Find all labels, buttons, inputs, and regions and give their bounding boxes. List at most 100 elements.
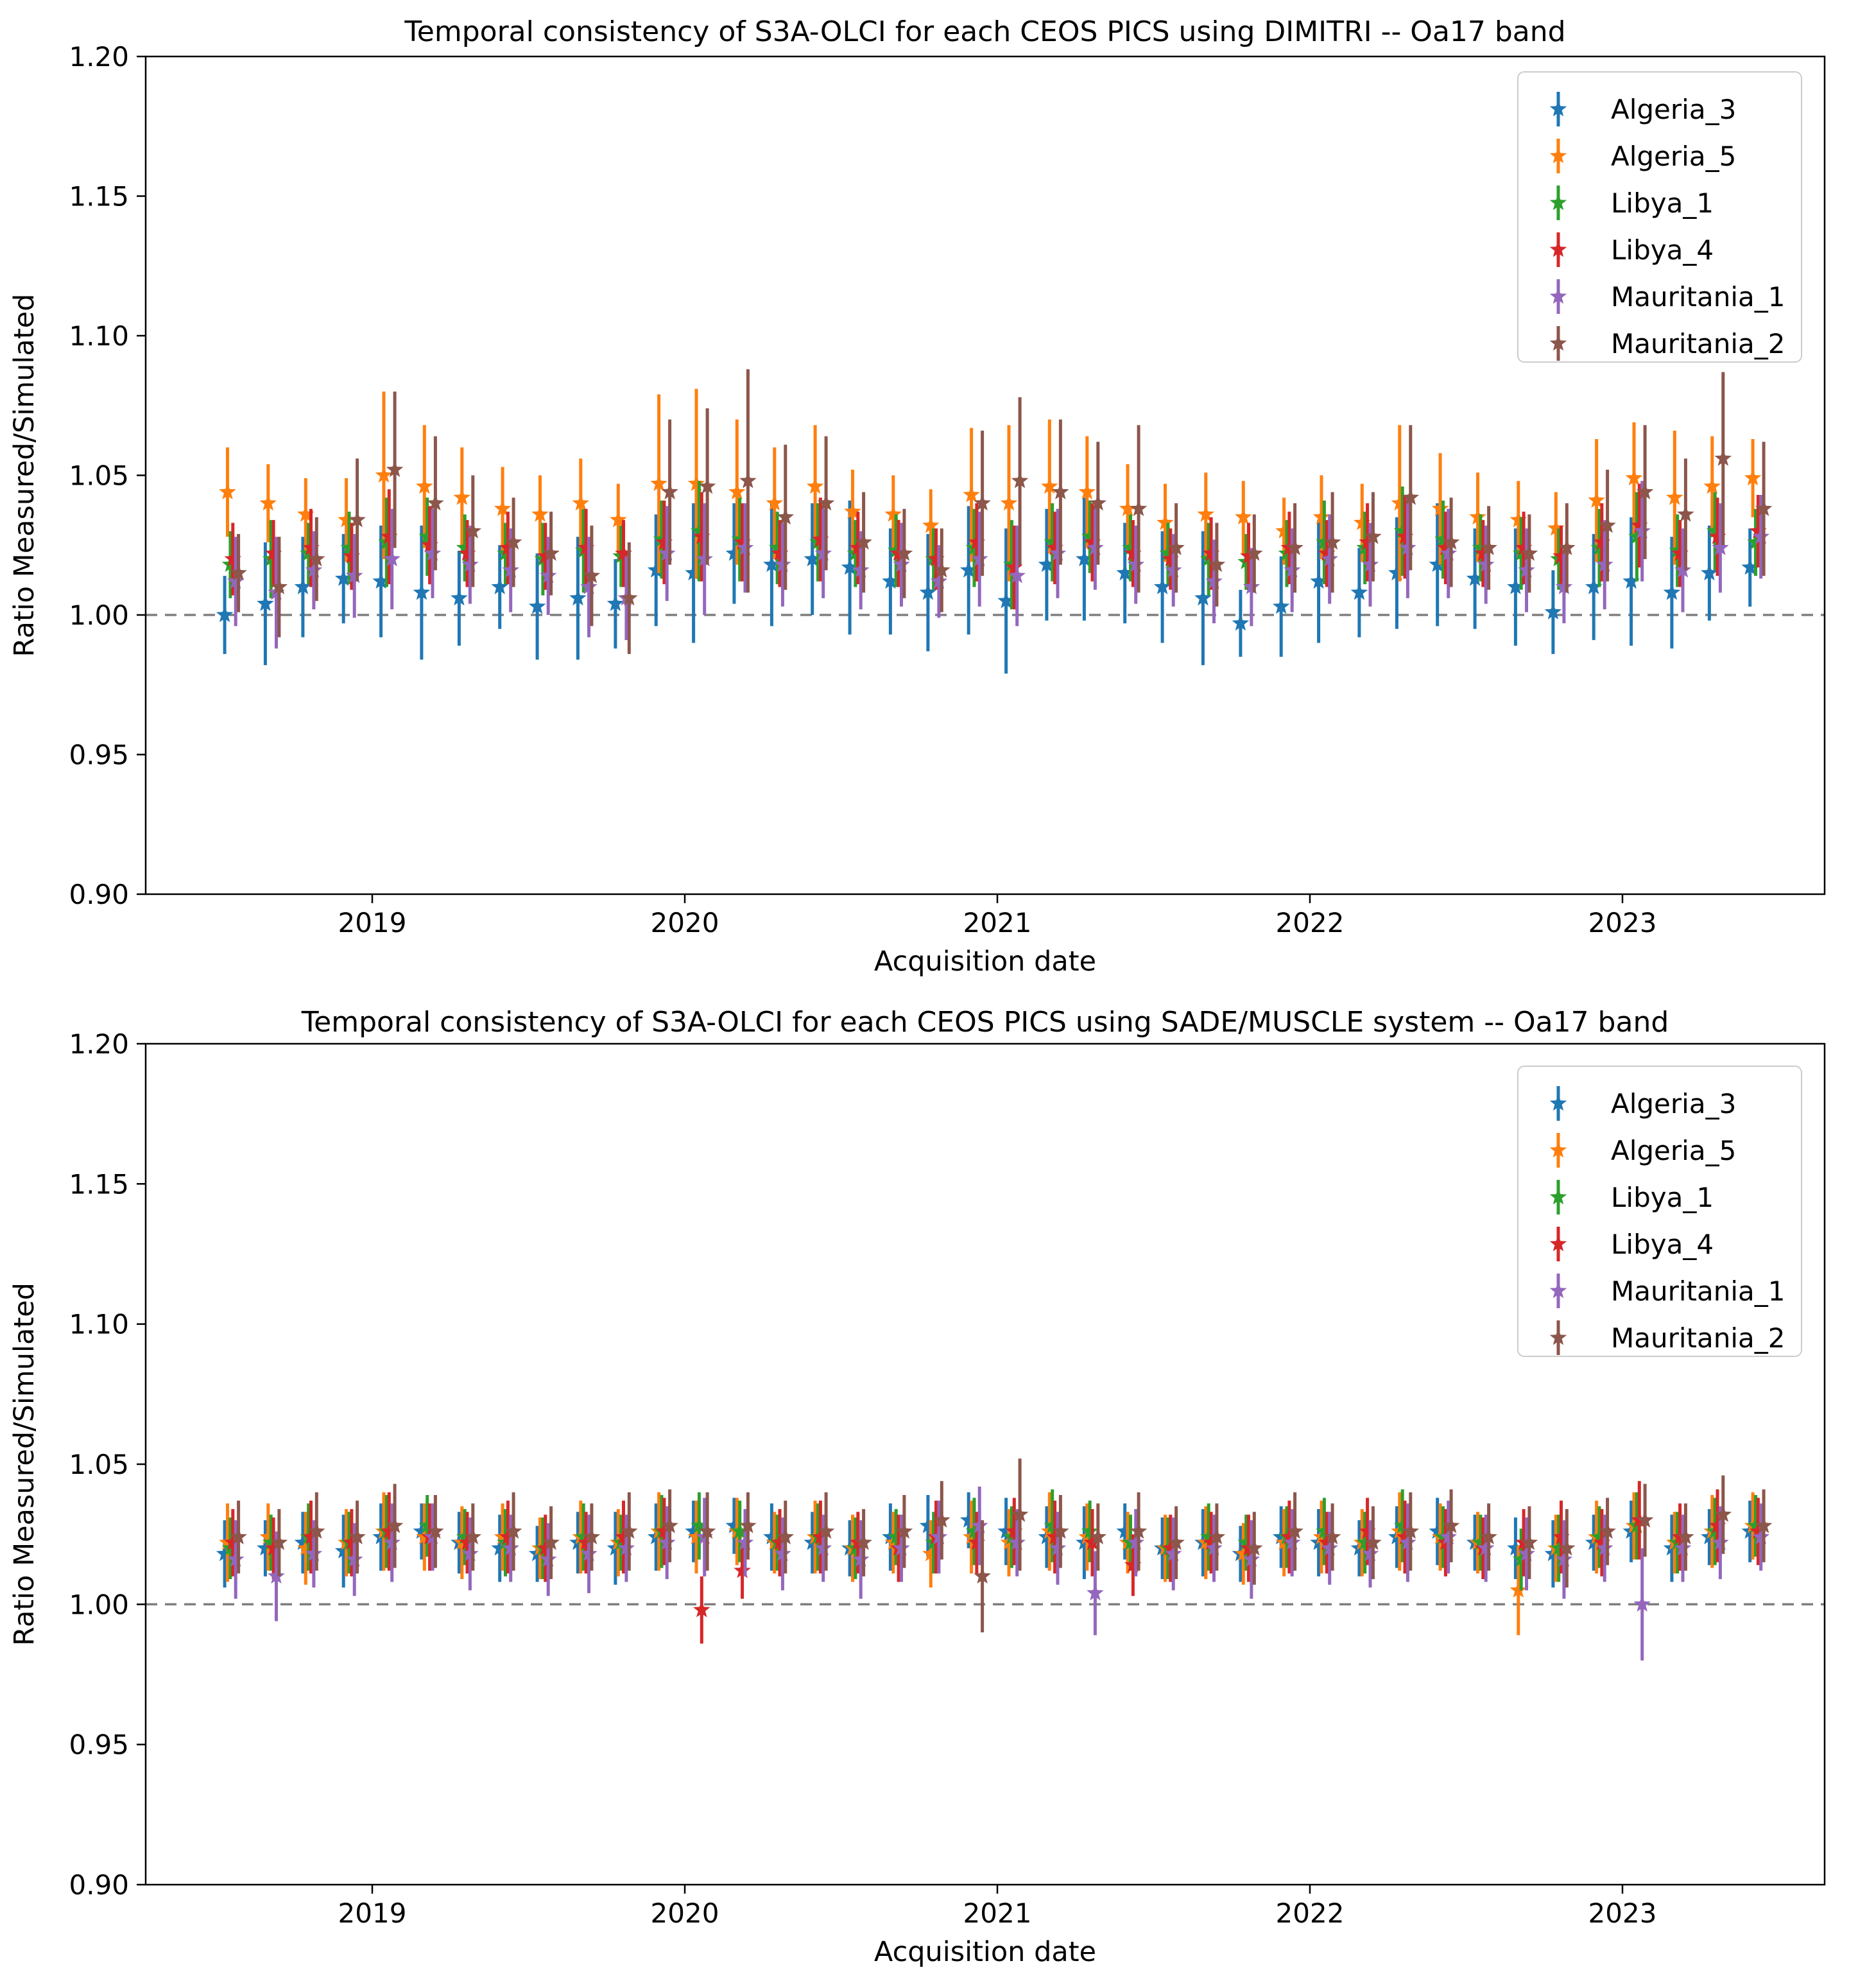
data-marker-star (766, 494, 784, 511)
data-marker-star (502, 1539, 520, 1556)
data-marker-star (1124, 1556, 1142, 1573)
legend-label: Mauritania_2 (1611, 328, 1785, 359)
y-tick-label: 1.05 (69, 460, 129, 492)
data-marker-star (1361, 1544, 1379, 1562)
data-marker-star (1323, 533, 1341, 550)
series-algeria_5 (219, 388, 1762, 582)
data-marker-star (1323, 1528, 1341, 1544)
data-marker-star (1087, 1584, 1104, 1601)
data-marker-star (1318, 544, 1336, 561)
series-libya_4 (224, 483, 1767, 610)
data-marker-star (970, 1517, 988, 1534)
data-marker-star (1520, 544, 1538, 561)
data-marker-star (1011, 472, 1029, 488)
data-marker-star (348, 1528, 366, 1544)
data-marker-star (1083, 533, 1101, 550)
data-marker-star (1507, 578, 1524, 594)
data-marker-star (572, 494, 590, 511)
data-marker-star (1677, 505, 1694, 522)
data-marker-star (381, 1522, 398, 1539)
data-marker-star (461, 1544, 479, 1562)
data-marker-star (1477, 555, 1495, 572)
data-marker-star (1669, 542, 1686, 558)
data-marker-star (768, 539, 786, 555)
data-marker-star (691, 1517, 708, 1534)
data-marker-star (1364, 528, 1382, 544)
x-tick-label: 2019 (338, 1897, 407, 1929)
data-marker-star (1544, 603, 1562, 619)
legend-marker-star (1549, 1188, 1567, 1205)
data-marker-star (1590, 1528, 1608, 1544)
y-tick-label: 1.00 (69, 600, 129, 631)
legend-marker-star (1549, 1282, 1567, 1299)
data-marker-star (424, 544, 442, 561)
data-marker-star (887, 1528, 905, 1544)
data-marker-star (1202, 544, 1220, 561)
series-libya_4 (224, 1481, 1767, 1644)
data-marker-star (1599, 1522, 1616, 1539)
data-marker-star (774, 1544, 791, 1562)
data-marker-star (1003, 555, 1020, 572)
data-marker-star (919, 583, 937, 600)
data-marker-star (1006, 1522, 1023, 1539)
data-marker-star (1000, 494, 1018, 511)
data-marker-star (1321, 1539, 1338, 1556)
data-marker-star (537, 547, 555, 564)
data-marker-star (264, 544, 282, 561)
data-marker-star (1391, 494, 1409, 511)
legend-label: Libya_1 (1611, 1182, 1714, 1213)
data-marker-star (1006, 558, 1023, 575)
data-marker-star (731, 1522, 748, 1539)
data-marker-star (736, 1534, 754, 1550)
data-marker-star (219, 483, 236, 499)
data-marker-star (893, 1539, 910, 1556)
data-marker-star (1164, 561, 1182, 578)
data-marker-star (338, 511, 355, 528)
data-marker-star (655, 1522, 673, 1539)
data-marker-star (814, 544, 832, 561)
x-axis-label: Acquisition date (874, 1936, 1096, 1968)
data-marker-star (812, 1528, 829, 1544)
y-tick-label: 1.10 (69, 320, 129, 352)
data-marker-star (1283, 561, 1301, 578)
data-marker-star (1202, 1534, 1220, 1550)
legend-item-algeria_3: Algeria_3 (1549, 1086, 1736, 1121)
data-marker-star (970, 550, 988, 567)
data-marker-star (1046, 1528, 1063, 1544)
data-marker-star (1044, 533, 1061, 550)
data-marker-star (1510, 1581, 1527, 1598)
data-marker-star (777, 508, 795, 525)
data-marker-star (963, 486, 980, 503)
legend-label: Algeria_3 (1611, 1088, 1736, 1119)
series-mauritania_2 (230, 1458, 1773, 1632)
data-marker-star (806, 477, 824, 494)
data-marker-star (895, 544, 913, 561)
data-marker-star (539, 1550, 557, 1567)
data-marker-star (1701, 564, 1718, 581)
legend: Algeria_3 Algeria_5 Libya_1 Libya_4 Mauritan… (1517, 71, 1802, 363)
x-tick-label: 2023 (1588, 1897, 1657, 1929)
data-marker-star (297, 1539, 314, 1556)
data-marker-star (1596, 555, 1613, 572)
data-marker-star (305, 1544, 323, 1562)
data-marker-star (1440, 1528, 1458, 1544)
data-marker-star (693, 1601, 710, 1618)
data-marker-star (259, 1528, 277, 1544)
data-marker-star (739, 1517, 757, 1534)
data-marker-star (1628, 528, 1646, 544)
data-marker-star (531, 505, 549, 522)
data-marker-star (542, 1534, 560, 1550)
data-marker-star (1636, 483, 1654, 499)
data-marker-star (305, 561, 323, 578)
legend-marker-star (1549, 334, 1567, 351)
legend-item-mauritania_1: Mauritania_1 (1549, 279, 1785, 314)
data-marker-star (1399, 539, 1416, 555)
x-tick-label: 2021 (963, 1897, 1032, 1929)
data-marker-star (1555, 1550, 1573, 1567)
data-marker-star (308, 550, 325, 567)
data-marker-star (1008, 1534, 1026, 1550)
data-marker-star (812, 530, 829, 547)
data-marker-star (1052, 483, 1069, 499)
data-marker-star (1393, 522, 1411, 539)
data-marker-star (893, 555, 910, 572)
